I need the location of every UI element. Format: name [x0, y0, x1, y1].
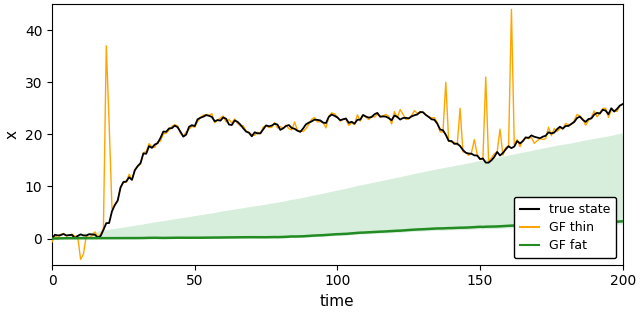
X-axis label: time: time — [320, 294, 355, 309]
Y-axis label: x: x — [4, 130, 19, 139]
Legend: true state, GF thin, GF fat: true state, GF thin, GF fat — [514, 197, 616, 258]
